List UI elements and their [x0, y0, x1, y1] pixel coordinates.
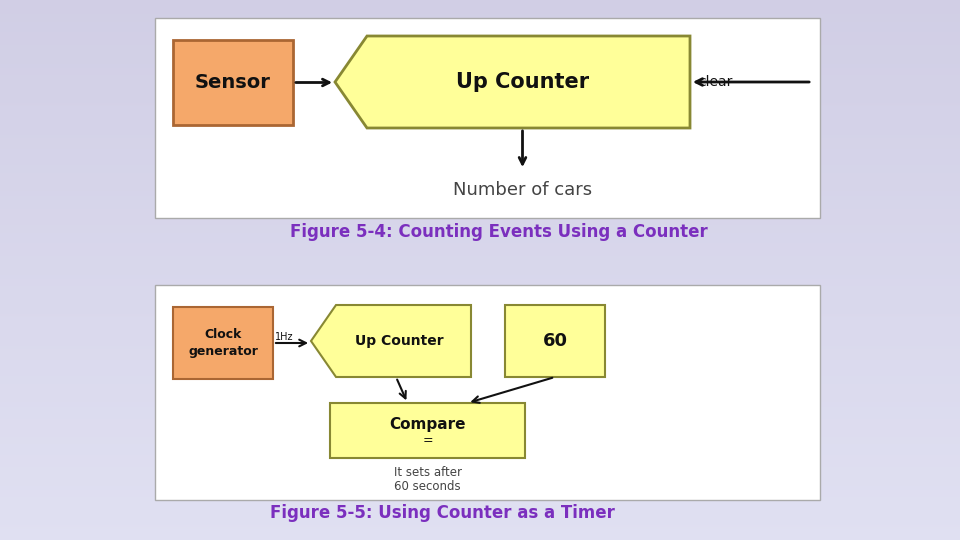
Text: =: = — [422, 434, 433, 447]
Polygon shape — [335, 36, 690, 128]
Text: Figure 5-4: Counting Events Using a Counter: Figure 5-4: Counting Events Using a Coun… — [290, 223, 708, 241]
Text: 1Hz: 1Hz — [275, 332, 294, 342]
Text: Compare: Compare — [389, 417, 466, 432]
Text: 60: 60 — [542, 332, 567, 350]
FancyBboxPatch shape — [155, 285, 820, 500]
Text: Clock: Clock — [204, 328, 242, 341]
Text: Figure 5-5: Using Counter as a Timer: Figure 5-5: Using Counter as a Timer — [270, 504, 614, 522]
Text: Up Counter: Up Counter — [456, 72, 589, 92]
Text: Sensor: Sensor — [195, 73, 271, 92]
Text: 60 seconds: 60 seconds — [395, 480, 461, 492]
Text: Number of cars: Number of cars — [453, 181, 592, 199]
Text: generator: generator — [188, 345, 258, 357]
FancyBboxPatch shape — [173, 40, 293, 125]
FancyBboxPatch shape — [330, 403, 525, 458]
FancyBboxPatch shape — [155, 18, 820, 218]
FancyBboxPatch shape — [173, 307, 273, 379]
Text: It sets after: It sets after — [394, 465, 462, 478]
FancyBboxPatch shape — [505, 305, 605, 377]
Polygon shape — [311, 305, 471, 377]
Text: clear: clear — [698, 75, 732, 89]
Text: Up Counter: Up Counter — [354, 334, 444, 348]
